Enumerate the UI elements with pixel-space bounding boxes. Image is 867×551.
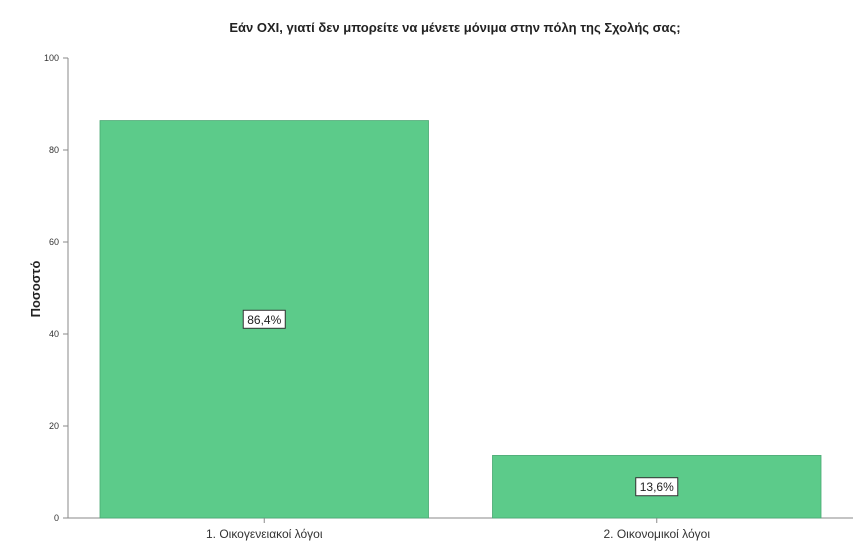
x-tick-label: 2. Οικονομικοί λόγοι <box>604 527 711 541</box>
x-tick-labels-layer: 1. Οικογενειακοί λόγοι 2. Οικονομικοί λόγ… <box>206 518 710 541</box>
y-tick-label: 20 <box>49 421 59 431</box>
data-label: 86,4% <box>247 313 281 327</box>
data-label: 13,6% <box>640 480 674 494</box>
y-tick-label: 0 <box>54 513 59 523</box>
data-label-box <box>242 309 286 329</box>
y-tick-label: 60 <box>49 237 59 247</box>
y-ticks-layer: 0 20 40 60 80 100 <box>44 53 68 523</box>
y-tick-label: 80 <box>49 145 59 155</box>
x-tick-label: 1. Οικογενειακοί λόγοι <box>206 527 323 541</box>
chart-title: Εάν ΟΧΙ, γιατί δεν μπορείτε να μένετε μό… <box>229 20 680 35</box>
y-tick-label: 40 <box>49 329 59 339</box>
data-label-box <box>635 477 679 497</box>
y-tick-label: 100 <box>44 53 59 63</box>
y-axis-label: Ποσοστό <box>28 261 43 318</box>
bars-layer: 86,4% 13,6% <box>99 120 822 519</box>
